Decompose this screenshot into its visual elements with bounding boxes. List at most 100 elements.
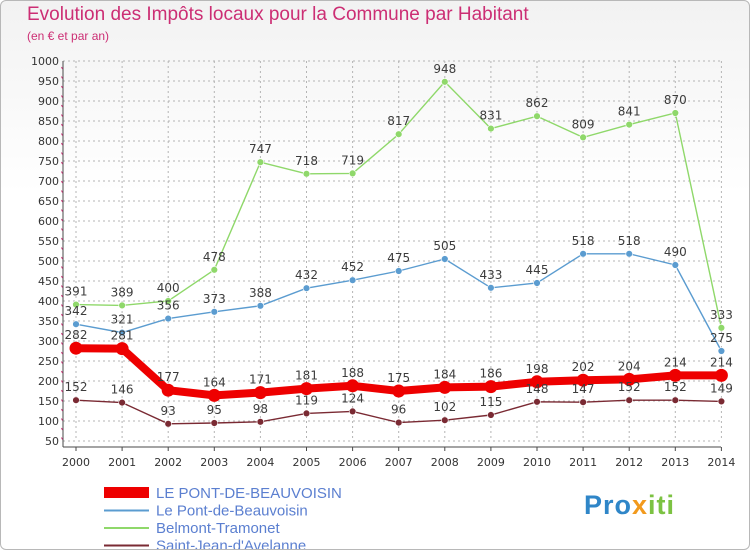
data-point <box>717 397 726 406</box>
axis-layer: 50 100 150 200 250 300 350 400 450 500 550 600 650 70… <box>31 55 735 469</box>
data-point <box>530 375 544 389</box>
axis-minor-tick <box>61 209 63 212</box>
data-point <box>579 250 587 258</box>
data-label: 281 <box>111 329 134 343</box>
x-tick-label: 2004 <box>246 456 274 469</box>
data-point <box>671 261 679 269</box>
data-label: 452 <box>341 260 364 274</box>
axis-minor-tick <box>61 285 63 288</box>
y-tick-label: 50 <box>45 435 59 448</box>
data-point <box>484 380 498 394</box>
y-tick-label: 100 <box>38 415 59 428</box>
y-tick-label: 800 <box>38 135 59 148</box>
y-tick-label: 350 <box>38 315 59 328</box>
data-label: 181 <box>295 369 318 383</box>
data-point <box>714 368 728 382</box>
x-tick-label: 2005 <box>293 456 321 469</box>
data-label: 518 <box>572 234 595 248</box>
data-point <box>625 250 633 258</box>
data-label: 518 <box>618 234 641 248</box>
data-point <box>207 388 221 402</box>
data-point <box>533 398 541 406</box>
y-tick-label: 250 <box>38 355 59 368</box>
x-tick-label: 2013 <box>661 456 689 469</box>
legend-item: Saint-Jean-d'Avelanne <box>104 538 306 549</box>
y-tick-label: 300 <box>38 335 59 348</box>
axis-minor-tick <box>61 190 63 193</box>
series-layer <box>69 78 728 428</box>
y-tick-label: 600 <box>38 215 59 228</box>
axis-minor-tick <box>61 370 63 374</box>
data-label: 475 <box>387 251 410 265</box>
data-point <box>115 342 129 356</box>
axis-minor-tick <box>61 95 63 98</box>
data-point <box>300 382 313 396</box>
axis-minor-tick <box>61 323 63 326</box>
data-point <box>161 383 175 397</box>
data-label: 186 <box>479 367 502 381</box>
data-label: 862 <box>526 96 549 110</box>
data-label: 389 <box>111 285 134 299</box>
data-label: 870 <box>664 93 687 107</box>
data-label: 356 <box>157 299 180 313</box>
logo-part-2: x <box>632 490 649 520</box>
x-tick-label: 2009 <box>477 456 505 469</box>
x-tick-label: 2003 <box>200 456 228 469</box>
data-point <box>348 276 357 284</box>
series-belmont-tramonet <box>72 78 726 332</box>
axis-minor-tick <box>61 304 63 307</box>
axis-minor-tick <box>61 332 63 336</box>
data-label: 102 <box>433 400 456 414</box>
data-label: 831 <box>479 109 502 123</box>
data-point <box>395 130 403 138</box>
y-tick-label: 150 <box>38 395 59 408</box>
axis-minor-tick <box>61 427 63 431</box>
axis-minor-tick <box>61 152 63 155</box>
data-point <box>487 124 495 133</box>
data-label: 505 <box>433 239 456 253</box>
data-point <box>256 418 265 426</box>
data-point <box>348 407 357 416</box>
proxiti-logo: Proxiti <box>584 490 675 521</box>
data-point <box>625 120 633 129</box>
y-tick-label: 650 <box>38 195 59 208</box>
data-point <box>533 279 541 287</box>
data-label: 333 <box>710 308 733 322</box>
data-label: 948 <box>433 62 456 76</box>
data-point <box>118 328 126 337</box>
data-point <box>625 396 633 404</box>
y-tick-label: 400 <box>38 295 59 308</box>
axis-minor-tick <box>61 418 63 421</box>
data-point <box>256 302 265 310</box>
axis-minor-tick <box>61 351 63 355</box>
data-point <box>441 255 449 263</box>
axis-minor-tick <box>61 85 63 89</box>
data-label: 478 <box>203 250 226 264</box>
axis-minor-tick <box>61 161 63 165</box>
y-tick-label: 450 <box>38 275 59 288</box>
axis-minor-tick <box>61 294 63 298</box>
data-label: 373 <box>203 292 226 306</box>
legend-swatch <box>104 487 149 498</box>
data-label: 124 <box>341 391 364 405</box>
x-tick-label: 2012 <box>615 456 643 469</box>
data-point <box>487 284 495 292</box>
data-point <box>395 418 403 427</box>
data-point <box>668 368 682 382</box>
data-point <box>72 396 80 404</box>
label-layer: 391 389 400 478 747 718 719 817 948 831 862 809 841 8… <box>65 62 733 418</box>
data-label: 490 <box>664 245 687 259</box>
data-label: 718 <box>295 154 318 168</box>
data-point <box>717 347 726 355</box>
axis-minor-tick <box>61 228 63 231</box>
x-tick-label: 2002 <box>154 456 182 469</box>
data-label: 175 <box>387 371 410 385</box>
axis-minor-tick <box>61 313 63 317</box>
data-point <box>348 169 357 178</box>
data-label: 95 <box>207 403 222 417</box>
x-tick-label: 2011 <box>569 456 597 469</box>
data-label: 204 <box>618 359 641 373</box>
data-point <box>717 324 726 332</box>
